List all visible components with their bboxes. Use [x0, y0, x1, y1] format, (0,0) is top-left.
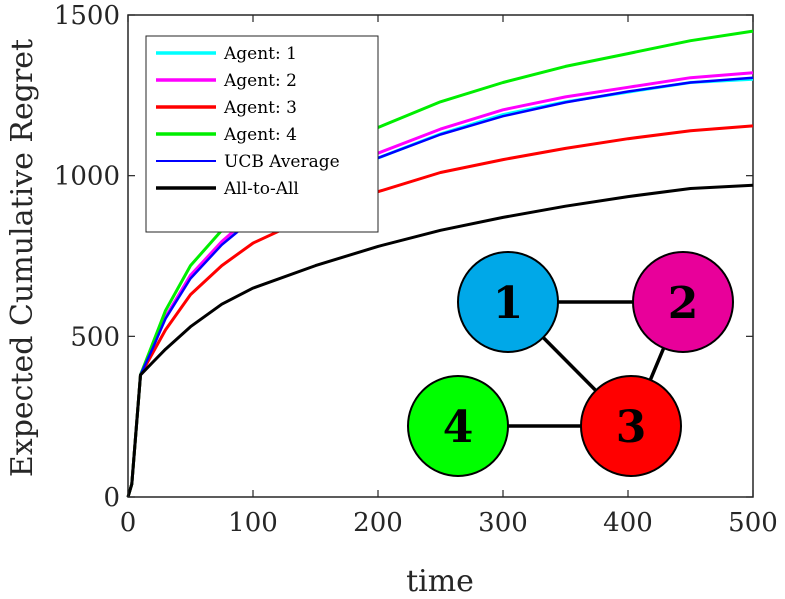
graph-node-3	[580, 375, 682, 477]
x-tick-label: 300	[478, 508, 528, 538]
y-tick-label: 500	[70, 322, 120, 352]
graph-node-label-1: 1	[493, 278, 524, 329]
graph-node-2	[632, 251, 734, 353]
tick-labels: 0 100 200 300 400 500 0 500 1000 1500	[54, 1, 778, 538]
legend: Agent: 1 Agent: 2 Agent: 3 Agent: 4 UCB Aver…	[145, 35, 379, 233]
graph-node-4	[407, 375, 509, 477]
legend-label-agent-1: Agent: 1	[223, 44, 297, 64]
y-axis-label: Expected Cumulative Regret	[5, 39, 40, 477]
legend-label-ucb-average: UCB Average	[224, 152, 340, 172]
graph-node-label-4: 4	[443, 402, 474, 453]
y-tick-label: 0	[103, 483, 120, 513]
x-tick-label: 200	[353, 508, 403, 538]
legend-label-all-to-all: All-to-All	[223, 179, 299, 199]
x-tick-label: 500	[728, 508, 778, 538]
legend-label-agent-3: Agent: 3	[223, 98, 297, 118]
legend-label-agent-4: Agent: 4	[223, 125, 297, 145]
y-tick-label: 1500	[54, 1, 120, 31]
x-tick-label: 100	[228, 508, 278, 538]
graph-node-label-3: 3	[616, 402, 647, 453]
axis-ticks	[127, 14, 754, 498]
network-graph: 1 2 3 4	[407, 251, 734, 477]
legend-items: Agent: 1 Agent: 2 Agent: 3 Agent: 4 UCB Aver…	[156, 44, 340, 199]
x-tick-label: 0	[120, 508, 137, 538]
legend-label-agent-2: Agent: 2	[223, 71, 297, 91]
x-axis-label: time	[406, 564, 474, 599]
series-line-all-to-all	[126, 183, 754, 498]
graph-node-1	[457, 251, 559, 353]
x-tick-label: 400	[603, 508, 653, 538]
graph-node-label-2: 2	[668, 278, 699, 329]
y-tick-label: 1000	[54, 162, 120, 192]
